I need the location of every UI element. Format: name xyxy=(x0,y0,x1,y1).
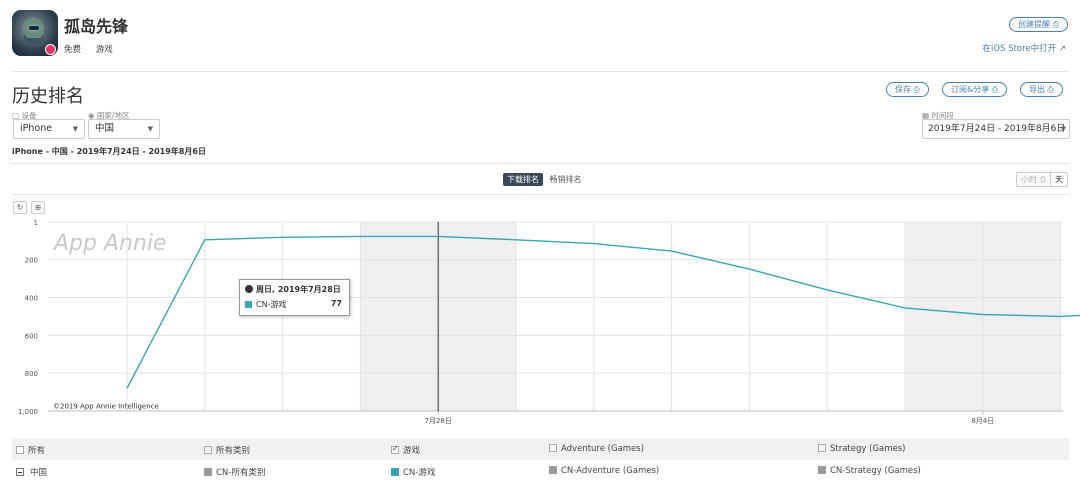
watermark: App Annie xyxy=(52,231,167,256)
tab-grossing-rank[interactable]: 畅销排名 xyxy=(549,175,582,184)
checkbox-checked-icon xyxy=(391,444,399,454)
granularity-toggle: 小时 ⎙ 天 xyxy=(1016,172,1068,187)
create-alert-button[interactable]: 创建提醒 ⎙ xyxy=(1009,17,1068,32)
reset-zoom-icon[interactable]: ↻ xyxy=(13,201,27,214)
page-title: 历史排名 xyxy=(12,86,84,107)
divider xyxy=(12,163,1069,164)
legend-series-label: CN-Strategy (Games) xyxy=(830,466,921,476)
series-color-swatch xyxy=(204,468,212,476)
legend-series-games[interactable]: CN-游戏 xyxy=(391,466,435,478)
checkbox-icon xyxy=(818,444,826,452)
legend-country-toggle[interactable]: 中国 xyxy=(16,466,47,478)
legend-series-label: CN-Adventure (Games) xyxy=(561,466,660,476)
y-tick-label: 600 xyxy=(25,332,38,340)
x-axis-ticks: 7月28日 8月4日 xyxy=(425,411,994,425)
device-label: ▢ 设备 xyxy=(12,111,37,120)
export-button[interactable]: 导出 ⎙ xyxy=(1020,82,1063,97)
y-axis-ticks: 1 200 400 600 800 1,000 xyxy=(18,219,38,416)
legend-country-label: 中国 xyxy=(30,468,48,478)
legend-series-adventure[interactable]: CN-Adventure (Games) xyxy=(549,466,659,476)
tab-download-rank[interactable]: 下载排名 xyxy=(503,173,543,186)
country-select[interactable]: 中国 ▼ xyxy=(88,119,160,139)
app-header: 孤岛先锋 免费 游戏 xyxy=(12,10,1072,58)
granularity-day-button[interactable]: 天 xyxy=(1055,175,1063,184)
x-tick-label: 8月4日 xyxy=(971,417,994,425)
chevron-down-icon: ▼ xyxy=(147,125,153,133)
checkbox-icon xyxy=(549,444,557,452)
legend-label: 游戏 xyxy=(403,446,421,456)
app-icon xyxy=(12,10,58,56)
y-tick-label: 400 xyxy=(25,294,38,302)
legend-label: 所有 xyxy=(28,446,46,456)
zoom-icon[interactable]: ⊕ xyxy=(31,201,45,214)
divider xyxy=(12,194,1069,195)
legend-label: Adventure (Games) xyxy=(561,444,645,454)
app-badge-icon xyxy=(45,44,56,55)
legend-series-all-categories[interactable]: CN-所有类别 xyxy=(204,466,265,478)
legend-strategy-checkbox[interactable]: Strategy (Games) xyxy=(818,444,906,454)
period-label: ▦ 时间段 xyxy=(922,111,954,120)
legend-label: Strategy (Games) xyxy=(830,444,906,454)
series-color-swatch xyxy=(245,300,252,308)
device-value: iPhone xyxy=(20,123,53,134)
legend-header: 所有 所有类别 游戏 Adventure (Games) Strategy (G… xyxy=(12,438,1069,460)
legend-games-checkbox[interactable]: 游戏 xyxy=(391,444,420,456)
granularity-hour-button[interactable]: 小时 ⎙ xyxy=(1017,173,1051,186)
x-tick-label: 7月28日 xyxy=(425,417,452,425)
checkbox-icon xyxy=(16,446,24,454)
country-label: ◉ 国家/地区 xyxy=(88,111,130,120)
globe-icon xyxy=(245,285,253,293)
chart-tooltip: 周日, 2019年7月28日 CN-游戏 77 xyxy=(239,279,350,316)
divider xyxy=(12,71,1069,72)
chevron-down-icon: ▼ xyxy=(1060,125,1066,133)
copyright-text: ©2019 App Annie Intelligence xyxy=(53,403,159,411)
chevron-down-icon: ▼ xyxy=(72,125,78,133)
series-line-cn-games[interactable] xyxy=(126,235,1080,389)
legend-all-categories-checkbox[interactable]: 所有类别 xyxy=(204,444,250,456)
y-tick-label: 1,000 xyxy=(18,408,38,416)
legend-all-checkbox[interactable]: 所有 xyxy=(16,444,45,456)
legend-label: 所有类别 xyxy=(216,446,251,456)
period-select[interactable]: 2019年7月24日 - 2019年8月6日 ▼ xyxy=(922,119,1070,139)
app-title: 孤岛先锋 xyxy=(64,17,129,36)
rank-chart[interactable]: App Annie 1 200 400 600 800 1,000 7月28日 8月4日 ©… xyxy=(0,210,1080,430)
save-button[interactable]: 保存 ⎙ xyxy=(886,82,929,97)
period-value: 2019年7月24日 - 2019年8月6日 xyxy=(928,124,1066,134)
legend-series-label: CN-游戏 xyxy=(403,468,436,478)
app-price: 免费 xyxy=(64,45,82,55)
tooltip-value: 77 xyxy=(330,299,342,308)
legend-series-strategy[interactable]: CN-Strategy (Games) xyxy=(818,466,921,476)
series-color-swatch xyxy=(818,466,826,474)
y-tick-label: 200 xyxy=(25,257,38,265)
series-color-swatch xyxy=(391,468,399,476)
legend-adventure-checkbox[interactable]: Adventure (Games) xyxy=(549,444,644,454)
checkbox-icon xyxy=(204,446,212,454)
tooltip-series: CN-游戏 xyxy=(256,300,287,309)
chart-subtitle: iPhone - 中国 - 2019年7月24日 - 2019年8月6日 xyxy=(12,147,206,156)
country-value: 中国 xyxy=(95,123,115,134)
series-color-swatch xyxy=(549,466,557,474)
tooltip-date: 周日, 2019年7月28日 xyxy=(256,285,341,294)
open-in-store-link[interactable]: 在iOS Store中打开 ↗ xyxy=(982,44,1066,54)
y-tick-label: 800 xyxy=(25,370,38,378)
device-select[interactable]: iPhone ▼ xyxy=(13,119,85,139)
app-meta: 免费 游戏 xyxy=(64,43,125,55)
legend-country-row: 中国 CN-所有类别 CN-游戏 CN-Adventure (Games) CN… xyxy=(12,460,1069,482)
tooltip-series-row: CN-游戏 77 xyxy=(245,299,344,310)
app-category[interactable]: 游戏 xyxy=(95,45,113,55)
y-tick-label: 1 xyxy=(34,219,38,227)
subscribe-share-button[interactable]: 订阅&分享 ⎙ xyxy=(942,82,1008,97)
legend-series-label: CN-所有类别 xyxy=(216,468,266,478)
rank-tabs: 下载排名 畅销排名 xyxy=(503,173,582,186)
tooltip-date-row: 周日, 2019年7月28日 xyxy=(245,284,344,295)
weekend-bands xyxy=(360,222,1061,411)
collapse-icon xyxy=(16,468,24,476)
